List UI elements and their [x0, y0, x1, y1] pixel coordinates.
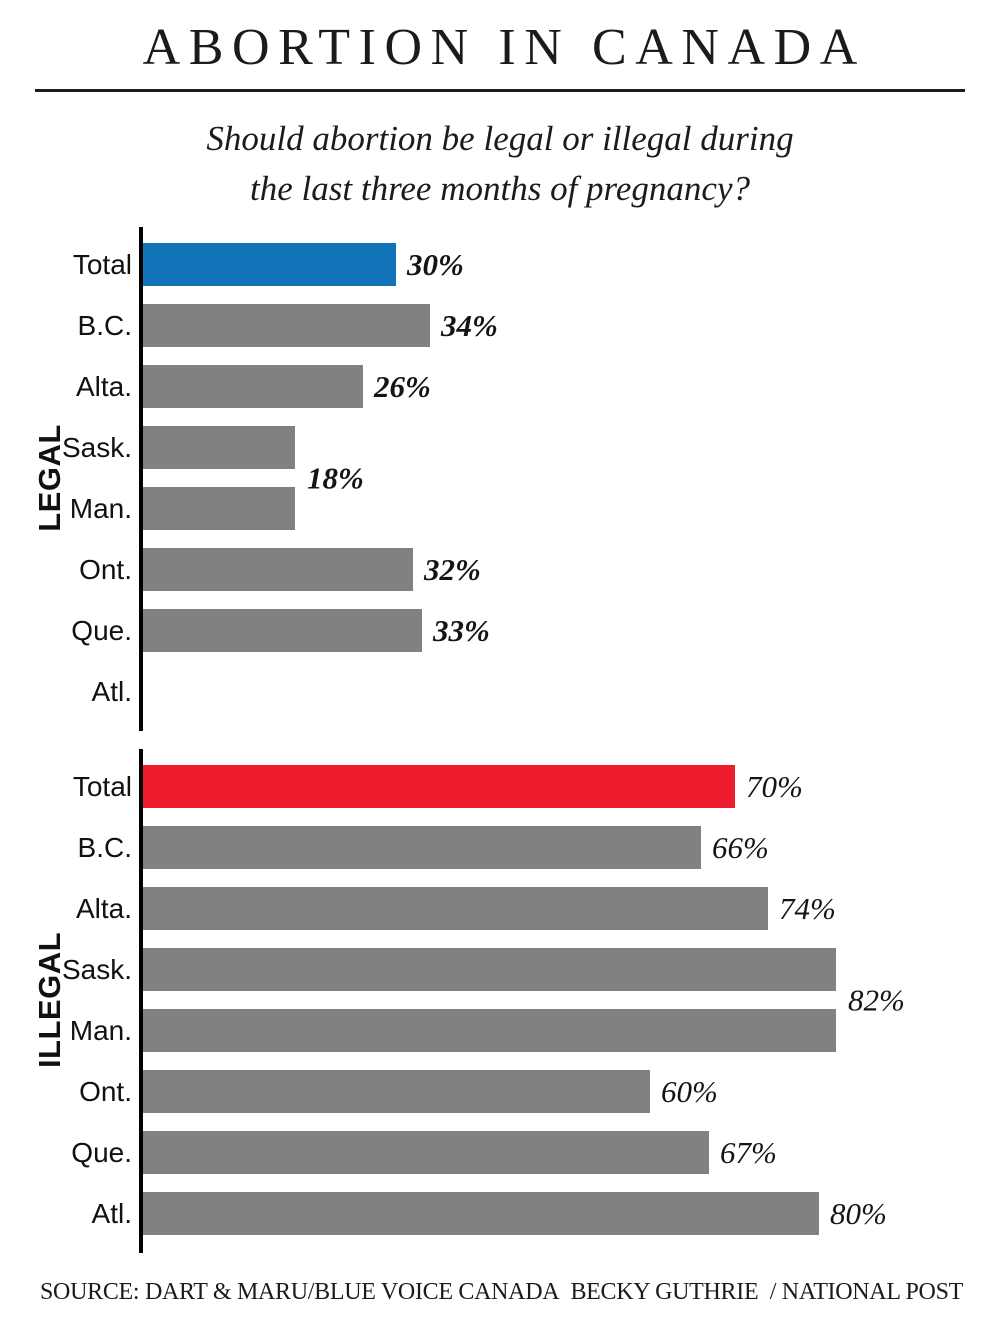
charts-area: LEGAL Total B.C. Alta. Sask. Man. Ont. Que. Atl…: [0, 227, 1000, 1254]
category-label: Atl.: [91, 676, 132, 708]
province-bar: [143, 609, 422, 653]
bar-row: 60%: [143, 1070, 1000, 1131]
bar-row: 34%: [143, 304, 1000, 365]
value-label: 30%: [407, 247, 464, 283]
bar-row: [143, 487, 1000, 548]
group-label-illegal: ILLEGAL: [32, 932, 67, 1069]
footer-source: SOURCE: DART & MARU/BLUE VOICE CANADA: [40, 1279, 560, 1306]
bar-row: 33%: [143, 609, 1000, 670]
category-label: Que.: [71, 1137, 132, 1169]
value-label: 33%: [433, 613, 490, 649]
total-bar: [143, 765, 735, 809]
bar-row: 26%: [143, 365, 1000, 426]
bar-row: 80%: [143, 1192, 1000, 1253]
province-bar: [143, 1192, 819, 1236]
value-label: 60%: [661, 1074, 718, 1110]
bar-row: 82%: [143, 948, 1000, 1016]
value-label: 32%: [424, 552, 481, 588]
legal-chart: LEGAL Total B.C. Alta. Sask. Man. Ont. Que. Atl…: [0, 227, 1000, 732]
bar-row: [143, 670, 1000, 731]
value-label: 80%: [830, 1196, 887, 1232]
value-label: 70%: [746, 769, 803, 805]
chart-question: Should abortion be legal or illegal duri…: [0, 114, 1000, 214]
province-bar: [143, 1131, 709, 1175]
category-label: Sask.: [61, 432, 132, 464]
illegal-category-labels: Total B.C. Alta. Sask. Man. Ont. Que. Atl.: [0, 749, 139, 1253]
value-label: 82%: [848, 982, 905, 1018]
chart-question-line2: the last three months of pregnancy?: [250, 169, 750, 209]
illegal-plot-area: 70% 66% 74% 82% 60% 67% 80%: [139, 749, 1000, 1254]
province-bar: [143, 365, 363, 409]
category-label: Man.: [69, 1015, 132, 1047]
province-bar: [143, 1009, 836, 1053]
province-bar: [143, 948, 836, 992]
footer: SOURCE: DART & MARU/BLUE VOICE CANADA BE…: [0, 1279, 1000, 1306]
chart-question-line1: Should abortion be legal or illegal duri…: [206, 119, 794, 159]
bar-row: 18%: [143, 426, 1000, 494]
bar-row: 32%: [143, 548, 1000, 609]
category-label: B.C.: [77, 832, 132, 864]
province-bar: [143, 426, 295, 470]
category-label: Sask.: [61, 954, 132, 986]
value-label: 26%: [374, 369, 431, 405]
bar-row: 70%: [143, 765, 1000, 826]
category-label: Alta.: [75, 371, 132, 403]
province-bar: [143, 548, 413, 592]
province-bar: [143, 887, 768, 931]
bar-row: [143, 1009, 1000, 1070]
category-label: Alta.: [75, 893, 132, 925]
illegal-chart: ILLEGAL Total B.C. Alta. Sask. Man. Ont. Que. A…: [0, 749, 1000, 1254]
header: ABORTION IN CANADA Should abortion be le…: [0, 0, 1000, 214]
province-bar: [143, 826, 701, 870]
province-bar: [143, 304, 430, 348]
category-label: Ont.: [79, 554, 132, 586]
value-label: 74%: [779, 891, 836, 927]
category-label: Que.: [71, 615, 132, 647]
category-label: Man.: [69, 493, 132, 525]
page-title: ABORTION IN CANADA: [142, 19, 866, 76]
province-bar: [143, 1070, 650, 1114]
group-label-legal: LEGAL: [32, 424, 67, 532]
total-bar: [143, 243, 396, 287]
bar-row: 30%: [143, 243, 1000, 304]
title-rule: [35, 89, 965, 93]
category-label: Total: [72, 249, 132, 281]
footer-credit: BECKY GUTHRIE / NATIONAL POST: [570, 1279, 963, 1306]
value-label: 18%: [307, 460, 364, 496]
bar-row: 66%: [143, 826, 1000, 887]
category-label: B.C.: [77, 310, 132, 342]
category-label: Ont.: [79, 1076, 132, 1108]
category-label: Total: [72, 771, 132, 803]
legal-category-labels: Total B.C. Alta. Sask. Man. Ont. Que. Atl.: [0, 227, 139, 731]
value-label: 66%: [712, 830, 769, 866]
province-bar: [143, 487, 295, 531]
bar-row: 67%: [143, 1131, 1000, 1192]
value-label: 34%: [441, 308, 498, 344]
legal-plot-area: 30% 34% 26% 18% 32% 33%: [139, 227, 1000, 732]
category-label: Atl.: [91, 1198, 132, 1230]
bar-row: 74%: [143, 887, 1000, 948]
value-label: 67%: [720, 1135, 777, 1171]
